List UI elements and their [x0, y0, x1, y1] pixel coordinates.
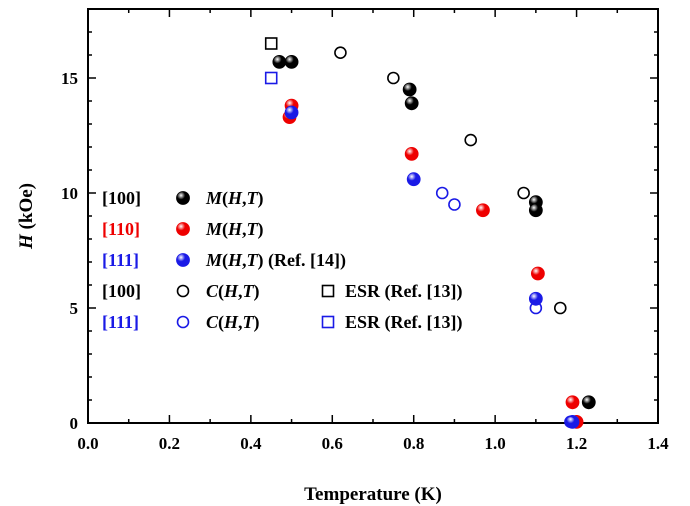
- data-point: [528, 291, 543, 306]
- data-point: [402, 82, 417, 97]
- x-tick-label: 0.6: [322, 434, 343, 453]
- x-tick-label: 1.2: [566, 434, 587, 453]
- data-point: [581, 395, 596, 410]
- legend-direction: [100]: [102, 188, 141, 208]
- data-point: [517, 186, 530, 200]
- plot-frame: [87, 8, 659, 424]
- legend-marker: [321, 315, 335, 329]
- data-point: [448, 198, 461, 211]
- data-point: [528, 203, 543, 218]
- legend-marker: [176, 191, 190, 205]
- data-point: [334, 46, 347, 60]
- data-point: [272, 55, 287, 69]
- data-point: [387, 71, 400, 85]
- legend-method: ESR (Ref. [13]): [345, 312, 462, 333]
- y-tick-label: 10: [61, 184, 78, 203]
- y-axis-title: H (kOe): [16, 183, 37, 250]
- data-point: [406, 172, 421, 187]
- legend-direction: [111]: [102, 250, 139, 270]
- x-axis-title: Temperature (K): [304, 484, 442, 505]
- legend-direction: [110]: [102, 219, 140, 239]
- legend-marker: [176, 315, 190, 329]
- data-point: [284, 105, 299, 120]
- x-tick-label: 0.8: [403, 434, 424, 453]
- axis-tick-labels: 0.0 0.2 0.4 0.6 0.8 1.0 1.2 1.4 0 5 10 15: [61, 69, 669, 453]
- data-point: [564, 415, 577, 429]
- legend-marker: [321, 284, 335, 298]
- data-point: [404, 96, 419, 111]
- legend-method: M(H,T): [205, 188, 264, 209]
- plot-border: [87, 8, 659, 424]
- y-tick-label: 5: [70, 299, 79, 318]
- data-point: [464, 133, 478, 147]
- y-tick-label: 0: [70, 414, 79, 433]
- data-points: [264, 37, 596, 429]
- legend-method: M(H,T): [205, 219, 264, 240]
- data-point: [565, 395, 580, 410]
- x-tick-label: 1.4: [647, 434, 669, 453]
- legend-method: M(H,T) (Ref. [14]): [205, 250, 346, 271]
- y-tick-label: 15: [61, 69, 78, 88]
- axis-ticks: [87, 9, 659, 424]
- legend-marker: [176, 222, 190, 236]
- data-point: [264, 71, 278, 85]
- legend-marker: [176, 253, 190, 267]
- data-point: [530, 266, 545, 281]
- data-point: [476, 203, 490, 218]
- x-tick-label: 0.2: [159, 434, 180, 453]
- data-point: [284, 55, 299, 69]
- legend-marker: [176, 284, 190, 298]
- data-point: [404, 146, 419, 161]
- legend-method: ESR (Ref. [13]): [345, 281, 462, 302]
- data-point: [529, 301, 543, 315]
- x-tick-label: 1.0: [485, 434, 506, 453]
- x-tick-label: 0.4: [240, 434, 262, 453]
- legend-direction: [100]: [102, 281, 141, 301]
- legend-method: C(H,T): [206, 312, 260, 333]
- legend: [100] M(H,T) [110] M(H,T) [111] M(H,T) (Ref. …: [102, 188, 462, 333]
- data-point: [264, 37, 278, 50]
- data-point: [435, 186, 449, 200]
- legend-method: C(H,T): [206, 281, 260, 302]
- x-tick-label: 0.0: [77, 434, 98, 453]
- legend-direction: [111]: [102, 312, 139, 332]
- data-point: [553, 301, 567, 315]
